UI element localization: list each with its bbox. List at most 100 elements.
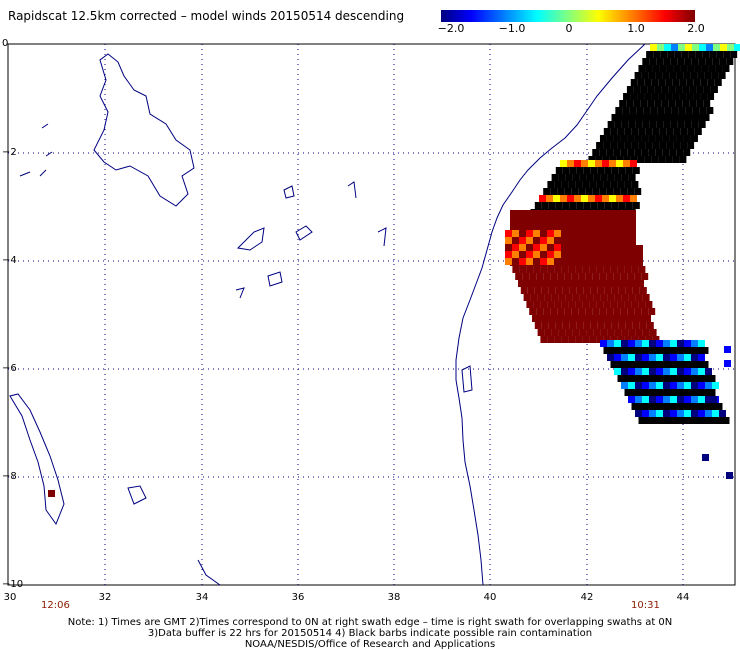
swath-cell — [631, 142, 639, 149]
swath-cell — [627, 188, 635, 195]
swath-cell — [602, 160, 609, 167]
swath-cell — [540, 230, 547, 237]
swath-cell — [670, 410, 677, 417]
swath-cell — [638, 301, 646, 308]
swath-cell — [659, 375, 667, 382]
swath-cell — [694, 389, 702, 396]
swath-cell — [626, 86, 634, 93]
swath-cell — [621, 382, 628, 389]
swath-cell — [512, 266, 520, 273]
swath-cell — [622, 224, 629, 231]
swath-cell — [644, 315, 651, 322]
swath-cell — [677, 354, 684, 361]
swath-cell — [604, 202, 612, 209]
swath-cell — [692, 107, 700, 114]
swath-cell — [684, 340, 691, 347]
swath-cell — [662, 72, 670, 79]
swath-cell — [561, 181, 569, 188]
swath-cell — [654, 86, 662, 93]
swath-cell — [574, 280, 581, 287]
swath-cell — [559, 231, 566, 238]
swath-cell — [648, 308, 656, 315]
time-left: 12:06 — [41, 600, 70, 611]
swath-cell — [631, 266, 639, 273]
swath-cell — [561, 336, 569, 343]
swath-cell — [625, 287, 633, 294]
swath-cell — [565, 174, 573, 181]
swath-cell — [615, 224, 622, 231]
swath-cell — [575, 181, 583, 188]
swath-cell — [711, 72, 719, 79]
swath-cell — [599, 149, 607, 156]
swath-cell — [631, 301, 639, 308]
swath-cell — [592, 273, 600, 280]
swath-cell — [629, 252, 636, 259]
swath-cell — [585, 308, 593, 315]
swath-cell — [634, 72, 642, 79]
swath-cell — [638, 389, 646, 396]
swath-cell — [651, 79, 659, 86]
swath-cell — [519, 237, 526, 244]
swath-cell — [656, 396, 663, 403]
swath-cell — [559, 217, 566, 224]
swath-cell — [560, 315, 567, 322]
swath-cell — [624, 181, 632, 188]
swath-cell — [599, 188, 607, 195]
swath-cell — [554, 181, 562, 188]
swath-cell — [703, 100, 711, 107]
swath-cell — [588, 195, 595, 202]
swath-cell — [663, 410, 670, 417]
swath-cell — [616, 280, 623, 287]
swath-cell — [568, 181, 576, 188]
swath-cell — [652, 417, 660, 424]
swath-cell — [48, 490, 55, 497]
swath-cell — [532, 315, 539, 322]
swath-cell — [609, 160, 616, 167]
swath-cell — [573, 238, 580, 245]
swath-cell — [649, 340, 656, 347]
swath-cell — [680, 403, 688, 410]
swath-cell — [610, 142, 618, 149]
swath-cell — [665, 79, 673, 86]
colorbar — [441, 10, 695, 22]
swath-cell — [601, 238, 608, 245]
swath-cell — [560, 280, 567, 287]
swath-cell — [606, 308, 614, 315]
swath-cell — [701, 375, 709, 382]
swath-cell — [529, 308, 537, 315]
swath-cell — [580, 210, 587, 217]
swath-cell — [670, 396, 677, 403]
swath-cell — [537, 294, 545, 301]
swath-cell — [587, 259, 594, 266]
swath-cell — [638, 375, 646, 382]
swath-cell — [716, 51, 724, 58]
swath-cell — [642, 410, 649, 417]
swath-cell — [639, 287, 647, 294]
swath-cell — [561, 301, 569, 308]
swath-cell — [575, 266, 583, 273]
swath-cell — [664, 44, 671, 51]
swath-cell — [630, 156, 638, 163]
swath-cell — [608, 245, 615, 252]
swath-cell — [624, 347, 632, 354]
swath-cell — [578, 188, 586, 195]
swath-cell — [510, 224, 517, 231]
swath-cell — [660, 51, 668, 58]
swath-cell — [573, 210, 580, 217]
swath-cell — [673, 142, 681, 149]
swath-cell — [523, 294, 531, 301]
swath-cell — [630, 93, 638, 100]
swath-cell — [624, 301, 632, 308]
swath-cell — [715, 65, 723, 72]
swath-cell — [543, 308, 551, 315]
swath-cell — [705, 368, 712, 375]
swath-cell — [648, 149, 656, 156]
swath-cell — [526, 251, 533, 258]
swath-cell — [541, 202, 549, 209]
colorbar-tick: 2.0 — [687, 22, 705, 35]
swath-cell — [565, 329, 573, 336]
swath-cell — [582, 266, 590, 273]
swath-cell — [602, 280, 609, 287]
swath-cell — [543, 273, 551, 280]
swath-cell — [527, 287, 535, 294]
